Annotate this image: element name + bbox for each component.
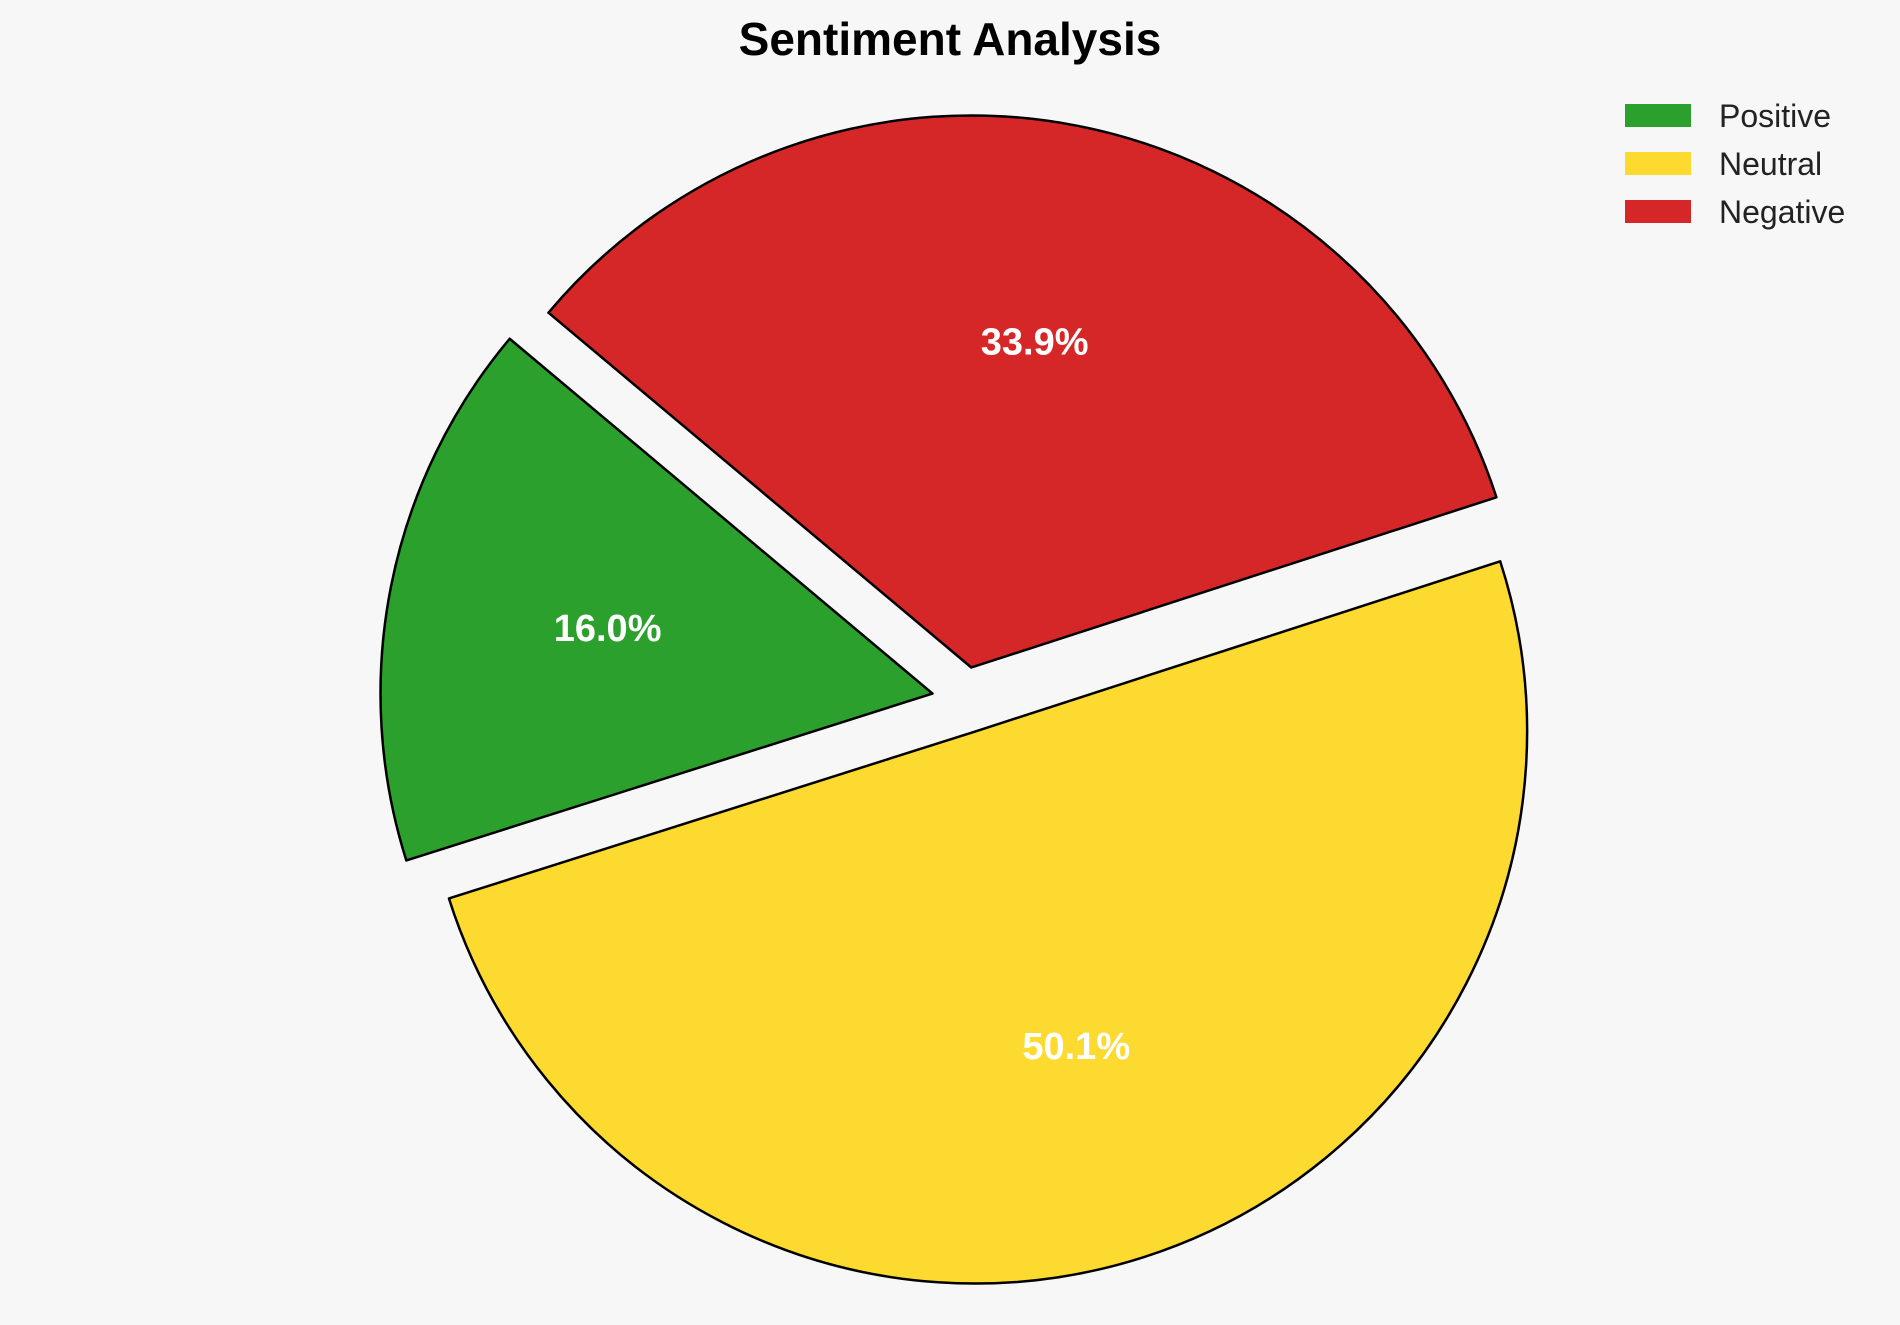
slice-label-neutral: 50.1%	[1022, 1026, 1130, 1068]
legend: Positive Neutral Negative	[1625, 98, 1845, 230]
legend-swatch-negative	[1625, 200, 1691, 223]
pie-slices	[379, 114, 1529, 1284]
legend-label-neutral: Neutral	[1719, 146, 1822, 182]
legend-swatch-neutral	[1625, 152, 1691, 175]
pie-slice-positive	[379, 337, 934, 862]
chart-title: Sentiment Analysis	[739, 13, 1162, 65]
slice-label-negative: 33.9%	[981, 321, 1089, 363]
legend-swatch-positive	[1625, 104, 1691, 127]
slice-label-positive: 16.0%	[554, 608, 662, 650]
pie-slice-negative	[547, 114, 1498, 669]
pie-slice-neutral	[447, 560, 1529, 1284]
legend-label-positive: Positive	[1719, 98, 1831, 134]
pie-slice-labels: 16.0% 50.1% 33.9%	[554, 321, 1130, 1068]
legend-label-negative: Negative	[1719, 194, 1845, 230]
